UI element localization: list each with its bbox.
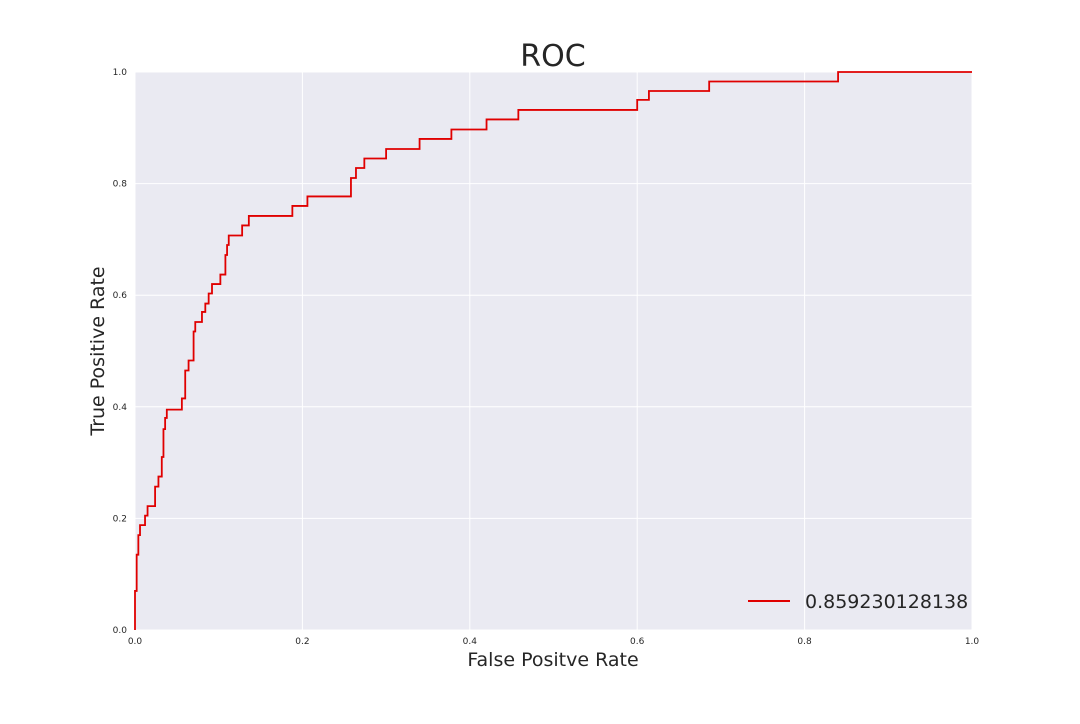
x-tick-label: 0.8 [797, 637, 812, 647]
x-tick-labels: 0.0 0.2 0.4 0.6 0.8 1.0 [128, 637, 980, 647]
plot-background [135, 72, 972, 630]
x-tick-label: 0.4 [463, 637, 478, 647]
legend: 0.859230128138 [748, 591, 968, 613]
x-tick-label: 0.2 [295, 637, 309, 647]
y-tick-label: 0.8 [113, 180, 128, 190]
series-layer [134, 71, 972, 630]
y-tick-label: 0.6 [113, 291, 128, 301]
y-tick-label: 0.2 [113, 514, 127, 524]
grid-lines [134, 71, 973, 631]
chart-title: ROC [520, 39, 585, 74]
y-tick-label: 1.0 [113, 68, 128, 78]
x-tick-label: 0.0 [128, 637, 143, 647]
y-tick-label: 0.0 [113, 626, 128, 636]
roc-curve-line [134, 71, 972, 630]
y-tick-label: 0.4 [113, 403, 128, 413]
y-tick-labels: 0.0 0.2 0.4 0.6 0.8 1.0 [113, 68, 128, 636]
x-tick-label: 0.6 [630, 637, 645, 647]
y-axis-label: True Positive Rate [87, 266, 109, 436]
x-tick-label: 1.0 [965, 637, 980, 647]
x-axis-label: False Positve Rate [467, 649, 638, 671]
legend-label: 0.859230128138 [805, 591, 968, 613]
